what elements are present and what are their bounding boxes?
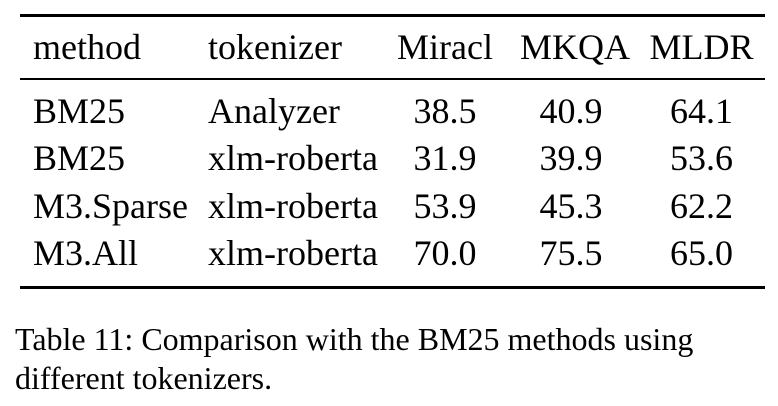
cell-tokenizer: Analyzer <box>208 90 340 131</box>
column-header-method: method <box>33 27 141 67</box>
table-header-row: method tokenizer Miracl MKQA MLDR <box>20 17 765 77</box>
cell-method: BM25 <box>33 138 126 179</box>
cell-mldr: 64.1 <box>670 90 733 131</box>
cell-mldr: 62.2 <box>670 185 733 226</box>
cell-tokenizer: xlm-roberta <box>208 185 378 226</box>
cell-mldr: 65.0 <box>670 233 733 274</box>
cell-mkqa: 75.5 <box>539 233 603 274</box>
cell-miracl: 38.5 <box>413 90 477 131</box>
table-bottom-rule <box>20 286 765 289</box>
column-header-mkqa: MKQA <box>520 27 631 67</box>
column-header-mldr: MLDR <box>649 27 754 67</box>
cell-mldr: 53.6 <box>670 138 733 179</box>
table-mid-rule <box>20 78 765 80</box>
table-row: M3.Sparse xlm-roberta 53.9 45.3 62.2 <box>20 182 765 230</box>
table-top-rule <box>20 14 765 17</box>
table-row: BM25 xlm-roberta 31.9 39.9 53.6 <box>20 135 765 183</box>
cell-tokenizer: xlm-roberta <box>208 233 378 274</box>
cell-tokenizer: xlm-roberta <box>208 138 378 179</box>
cell-method: M3.Sparse <box>33 185 188 226</box>
cell-method: BM25 <box>33 90 126 131</box>
table-row: M3.All xlm-roberta 70.0 75.5 65.0 <box>20 230 765 278</box>
cell-miracl: 70.0 <box>413 233 477 274</box>
cell-miracl: 53.9 <box>413 185 477 226</box>
column-header-tokenizer: tokenizer <box>208 27 342 67</box>
cell-mkqa: 39.9 <box>539 138 603 179</box>
table-row: BM25 Analyzer 38.5 40.9 64.1 <box>20 87 765 135</box>
cell-method: M3.All <box>33 233 139 274</box>
caption-line-1: Table 11: Comparison with the BM25 metho… <box>15 321 694 357</box>
column-header-miracl: Miracl <box>397 27 493 67</box>
table-body: BM25 Analyzer 38.5 40.9 64.1 BM25 xlm-ro… <box>20 87 765 277</box>
cell-miracl: 31.9 <box>413 138 477 179</box>
table-caption: Table 11: Comparison with the BM25 metho… <box>15 320 765 398</box>
caption-line-2: different tokenizers. <box>15 360 273 396</box>
cell-mkqa: 40.9 <box>539 90 603 131</box>
cell-mkqa: 45.3 <box>539 185 603 226</box>
